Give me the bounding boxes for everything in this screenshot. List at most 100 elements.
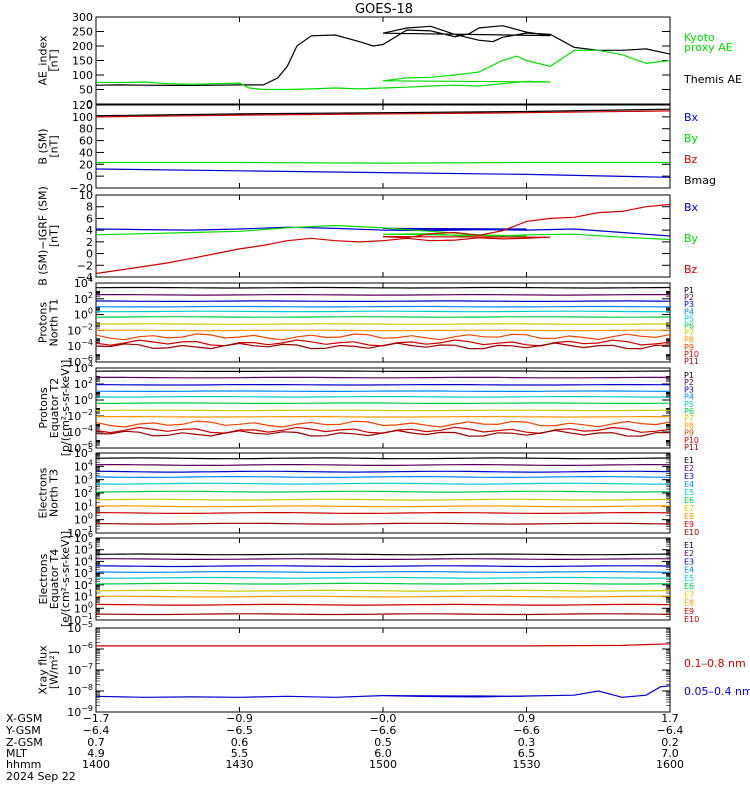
legend-label: P10	[684, 350, 699, 359]
series-line	[96, 643, 671, 647]
channel-line	[95, 342, 671, 350]
x-tick-value: 0.2	[661, 736, 679, 749]
y-tick-label: 103	[74, 472, 93, 487]
y-tick-label: 0	[86, 170, 93, 183]
channel-line	[95, 333, 671, 341]
legend-label: E5	[684, 574, 694, 583]
legend-label: Bz	[684, 263, 698, 276]
channel-line	[95, 595, 670, 598]
y-axis-label: North T1	[48, 299, 61, 347]
x-tick-value: 0.3	[518, 736, 536, 749]
legend-label: Bx	[684, 111, 699, 124]
y-axis-label: Equator T2	[48, 378, 61, 438]
legend-label: E10	[684, 528, 699, 537]
series-line	[95, 108, 671, 117]
legend-label: P8	[684, 421, 694, 430]
panel-data	[95, 370, 671, 437]
channel-line	[95, 603, 671, 606]
channel-line	[95, 613, 671, 616]
series-line	[95, 203, 671, 275]
series-line	[95, 25, 671, 87]
channel-line	[95, 294, 671, 296]
channel-line	[95, 470, 671, 473]
x-tick-value: −6.4	[83, 724, 110, 737]
y-tick-label: 100	[72, 111, 93, 124]
channel-line	[95, 558, 671, 561]
y-tick-label: 10−4	[67, 338, 93, 353]
channel-line	[95, 310, 670, 313]
legend-label: P3	[684, 300, 694, 309]
y-tick-label: 10−5	[67, 620, 93, 635]
x-tick-value: 0.7	[87, 736, 105, 749]
legend-label: P6	[684, 407, 694, 416]
x-tick-value: 1430	[226, 758, 254, 771]
y-tick-label: 6	[86, 212, 93, 225]
channel-line	[95, 482, 671, 485]
legend-label: P7	[684, 414, 694, 423]
channel-line	[95, 522, 671, 525]
legend-label: By	[684, 232, 699, 245]
legend-label: E2	[684, 549, 694, 558]
x-tick-value: −6.5	[226, 724, 253, 737]
y-axis-label: Electrons	[37, 553, 50, 604]
y-tick-label: 100	[74, 512, 93, 527]
legend-label: proxy AE	[684, 41, 733, 54]
y-tick-label: 250	[72, 26, 93, 39]
x-tick-value: −1.7	[83, 712, 110, 725]
x-row-label: MLT	[6, 747, 27, 760]
y-axis-label: [W/m²]	[48, 651, 61, 689]
legend-label: P4	[684, 393, 694, 402]
panel-data	[95, 286, 671, 350]
channel-line	[95, 490, 671, 493]
plot-title: GOES-18	[355, 2, 413, 17]
legend-label: E1	[684, 456, 694, 465]
y-tick-label: 102	[74, 577, 93, 592]
legend-label: Bz	[684, 153, 698, 166]
legend-label: E4	[684, 480, 694, 489]
legend-label: E8	[684, 512, 694, 521]
y-tick-label: 0	[86, 248, 93, 261]
x-tick-value: 7.0	[661, 747, 679, 760]
x-row-label: Y-GSM	[5, 724, 41, 737]
channel-line	[95, 457, 671, 460]
legend-label: P1	[684, 286, 694, 295]
y-tick-label: 300	[72, 11, 93, 24]
channel-line	[95, 323, 671, 325]
y-tick-label: 10−8	[67, 683, 93, 698]
x-tick-value: 1530	[513, 758, 541, 771]
x-tick-value: 0.6	[231, 736, 249, 749]
channel-line	[95, 570, 671, 573]
channel-line	[95, 464, 671, 466]
y-tick-label: 10−2	[67, 408, 93, 423]
x-tick-value: 6.5	[518, 747, 536, 760]
legend-label: P9	[684, 343, 694, 352]
x-tick-value: 4.9	[87, 747, 105, 760]
series-line	[95, 226, 671, 237]
y-tick-label: 101	[74, 498, 93, 513]
y-tick-label: 50	[79, 84, 93, 97]
y-tick-label: 104	[74, 275, 93, 290]
panel-frame	[95, 537, 671, 621]
channel-line	[95, 576, 671, 579]
y-tick-label: 40	[79, 146, 93, 159]
legend-label: Kyoto	[684, 31, 715, 44]
channel-line	[95, 505, 671, 508]
channel-line	[95, 429, 671, 437]
x-tick-value: −0.0	[370, 712, 397, 725]
y-tick-label: 10−1	[67, 612, 93, 627]
y-tick-label: 106	[74, 530, 93, 545]
x-tick-value: 6.0	[374, 747, 392, 760]
x-row-label: hhmm	[6, 758, 41, 771]
legend-label: E2	[684, 464, 694, 473]
x-row-label: Z-GSM	[6, 736, 43, 749]
panels-group: 050100150200250300AE_index[nT]Kyotoproxy…	[37, 11, 750, 719]
channel-line	[95, 316, 671, 318]
panel-data	[95, 25, 671, 91]
legend-label: P2	[684, 378, 694, 387]
legend-label: E6	[684, 582, 694, 591]
